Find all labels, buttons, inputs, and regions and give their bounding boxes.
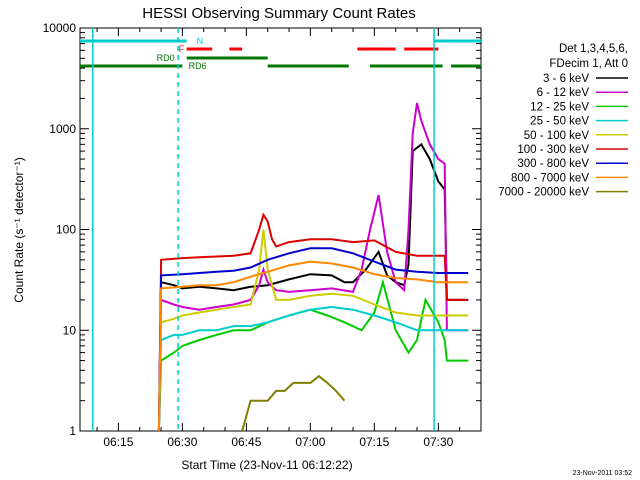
legend-entry-label: 25 - 50 keV <box>530 116 589 128</box>
x-tick-label: 07:30 <box>423 435 453 449</box>
series-group <box>157 102 469 432</box>
legend-entry-label: 50 - 100 keV <box>524 130 590 142</box>
legend-entry-label: 100 - 300 keV <box>517 144 589 156</box>
series-line <box>241 374 346 432</box>
y-tick-label: 100 <box>56 223 76 237</box>
y-axis-label: Count Rate (s⁻¹ detector⁻¹) <box>12 157 26 302</box>
axes: 1 10 100 1000 10000 06:15 06:30 06:45 07:00 07:15… <box>43 21 482 449</box>
vertical-markers <box>92 28 435 431</box>
chart-title: HESSI Observing Summary Count Rates <box>142 5 415 22</box>
plot-frame <box>79 27 482 432</box>
x-tick-label: 06:45 <box>231 435 261 449</box>
series-line <box>157 142 469 432</box>
series-line <box>157 305 469 432</box>
y-tick-label: 10 <box>63 323 77 337</box>
y-tick-label: 10000 <box>43 21 77 35</box>
legend-entry-label: 300 - 800 keV <box>517 158 589 170</box>
x-axis-label: Start Time (23-Nov-11 06:12:22) <box>181 458 352 472</box>
x-tick-label: 07:00 <box>295 435 325 449</box>
legend-entry-label: 12 - 25 keV <box>530 101 589 113</box>
state-bar-label: N <box>197 36 204 46</box>
legend-entry-label: 7000 - 20000 keV <box>498 187 589 199</box>
x-tick-label: 06:15 <box>103 435 133 449</box>
series-line <box>157 102 469 432</box>
legend-header-line-2: FDecim 1, Att 0 <box>549 58 628 70</box>
legend-entry-label: 3 - 6 keV <box>543 73 589 85</box>
series-line <box>157 247 469 432</box>
x-tick-label: 06:30 <box>167 435 197 449</box>
state-bars: N F RD0 RD6 <box>80 36 481 71</box>
state-bar-label: RD0 <box>157 53 175 63</box>
legend-entry-label: 6 - 12 keV <box>537 87 590 99</box>
y-tick-label: 1 <box>69 424 76 438</box>
series-line <box>157 260 469 432</box>
legend: Det 1,3,4,5,6, FDecim 1, Att 0 3 - 6 keV… <box>498 43 628 199</box>
footer-timestamp: 23-Nov-2011 03:52 <box>573 470 633 477</box>
y-tick-label: 1000 <box>49 122 76 136</box>
series-line <box>157 229 469 432</box>
state-bar-label: F <box>179 44 185 54</box>
series-line <box>157 212 469 432</box>
series-line <box>157 278 469 432</box>
legend-entry-label: 800 - 7000 keV <box>511 172 589 184</box>
state-bar-label: RD6 <box>189 61 207 71</box>
x-tick-label: 07:15 <box>359 435 389 449</box>
legend-header-line-1: Det 1,3,4,5,6, <box>559 43 628 55</box>
